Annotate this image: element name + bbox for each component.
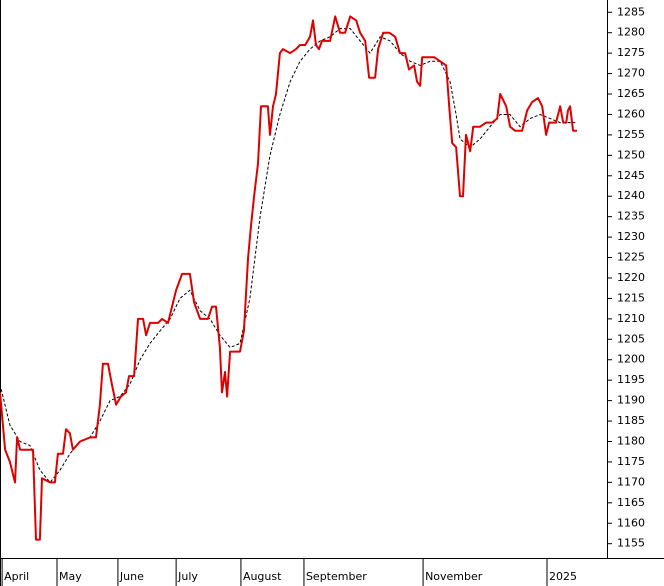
y-tick-label: 1230 [617,230,645,243]
x-tick-label: April [4,570,29,583]
x-tick-label: July [177,570,198,583]
y-tick-label: 1275 [617,46,645,59]
x-tick-label: September [306,570,367,583]
y-tick-label: 1240 [617,189,645,202]
y-tick-label: 1195 [617,373,645,386]
y-tick-label: 1175 [617,455,645,468]
price-line [0,15,577,541]
y-tick-label: 1245 [617,169,645,182]
x-tick-label: June [119,570,144,583]
x-tick-label: May [59,570,82,583]
y-tick-label: 1225 [617,251,645,264]
y-tick-label: 1185 [617,414,645,427]
y-tick-label: 1215 [617,291,645,304]
y-tick-label: 1160 [617,516,645,529]
y-tick-label: 1165 [617,496,645,509]
y-tick-label: 1170 [617,475,645,488]
y-tick-label: 1285 [617,5,645,18]
y-tick-label: 1250 [617,148,645,161]
y-tick-label: 1280 [617,26,645,39]
y-tick-label: 1190 [617,394,645,407]
y-tick-label: 1235 [617,210,645,223]
y-tick-label: 1200 [617,353,645,366]
x-tick-label: November [425,570,483,583]
y-tick-label: 1180 [617,434,645,447]
y-tick-label: 1255 [617,128,645,141]
y-tick-label: 1205 [617,332,645,345]
y-tick-label: 1155 [617,537,645,550]
y-tick-label: 1210 [617,312,645,325]
y-tick-label: 1265 [617,87,645,100]
moving-average-line [0,28,576,483]
y-tick-label: 1270 [617,67,645,80]
y-tick-label: 1260 [617,107,645,120]
y-tick-label: 1220 [617,271,645,284]
x-tick-label: 2025 [549,570,577,583]
x-tick-label: August [243,570,282,583]
